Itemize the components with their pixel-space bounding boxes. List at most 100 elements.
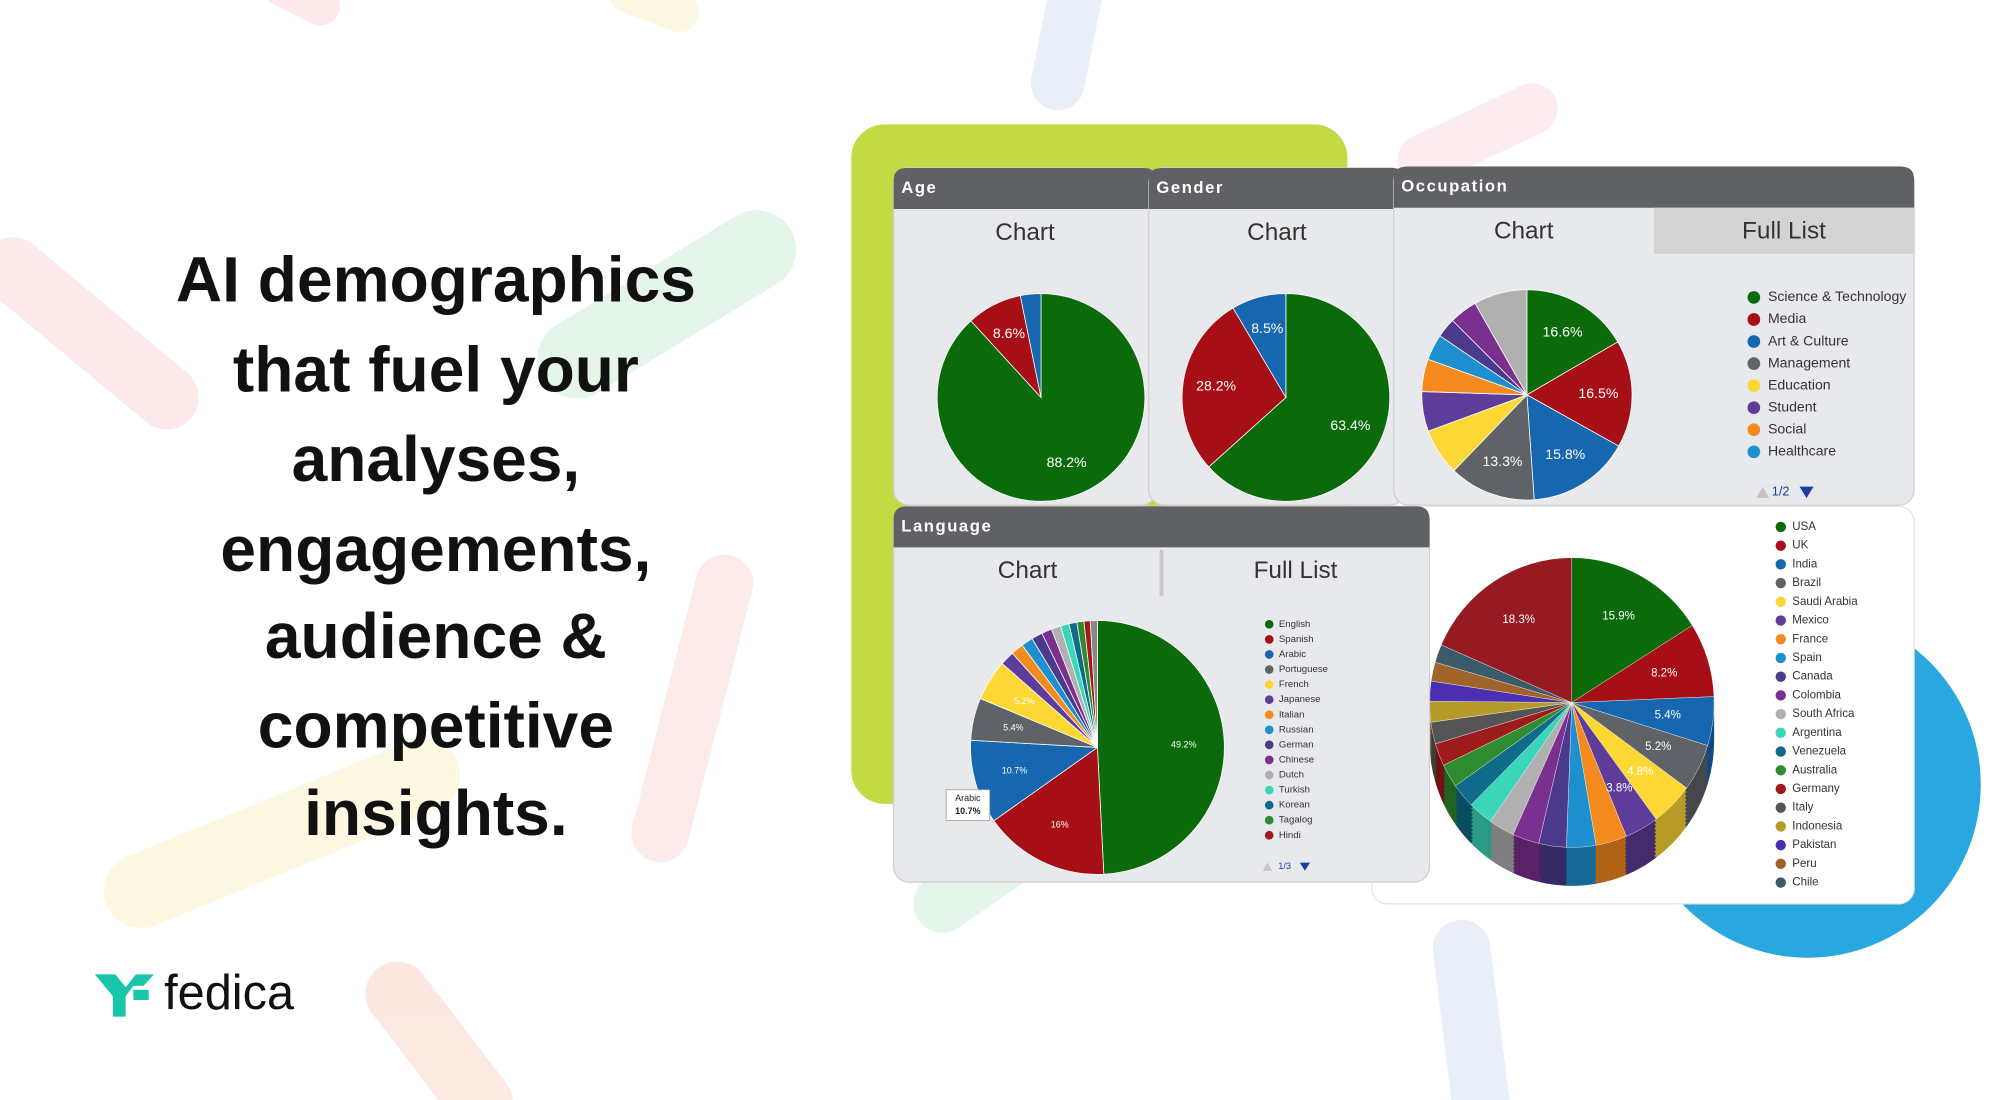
slice-label: 8.2% [1651, 667, 1677, 679]
legend-swatch [1775, 783, 1786, 795]
legend-swatch [1775, 615, 1786, 626]
pie-slice [1526, 341, 1633, 447]
legend-label: English [1279, 619, 1311, 630]
brand: fedica [164, 966, 295, 1020]
legend-swatch [1747, 335, 1761, 348]
pie-slice [1089, 620, 1098, 748]
legend-swatch [1775, 746, 1786, 757]
pie-slice [1097, 620, 1225, 875]
legend-label: Italian [1279, 709, 1305, 720]
legend-swatch [1264, 830, 1274, 840]
legend-label: Germany [1792, 783, 1840, 795]
legend-swatch [1775, 708, 1786, 720]
legend-label: Media [1768, 310, 1807, 326]
legend-swatch [1775, 596, 1786, 607]
chart-panel: Occupation Chart Full List 16.6% 16.5% 15.8% 1… [1392, 166, 1915, 506]
chart-panel: Language Chart Full List 49.2% 16% 10.7% 5.4% 5… [892, 505, 1431, 883]
panel-header [1393, 166, 1915, 208]
legend-label: Art & Culture [1768, 332, 1849, 348]
slice-label: 16% [1051, 819, 1069, 829]
legend-swatch [1747, 379, 1761, 392]
legend-label: Indonesia [1792, 820, 1843, 832]
panel-title: Language [901, 516, 992, 535]
slice-label: 8.6% [993, 325, 1026, 341]
legend-swatch [1775, 765, 1786, 776]
legend-swatch [1747, 401, 1761, 415]
slice-label: 13.3% [1483, 453, 1523, 469]
legend-label: Turkish [1279, 785, 1310, 796]
slice-label: 5.2% [1645, 741, 1671, 753]
slice-label: 15.9% [1602, 610, 1635, 622]
legend-label: France [1792, 633, 1828, 645]
slice-label: 28.2% [1196, 377, 1236, 393]
legend-label: Chile [1792, 877, 1818, 889]
pager-up [1262, 862, 1273, 871]
legend-label: Italy [1792, 802, 1813, 814]
headline-line: that fuel your [233, 333, 639, 405]
slice-label: 8.5% [1251, 320, 1284, 336]
legend-label: Mexico [1792, 615, 1828, 627]
headline-line: engagements, [220, 513, 651, 585]
legend-label: Education [1768, 376, 1831, 392]
charts: 15.9% 8.2% 5.4% 5.2% 4.8% 3.8% 18.3% USA UK India… [892, 166, 1915, 905]
legend-swatch [1264, 665, 1274, 674]
headline-line: audience & [265, 600, 607, 672]
legend-label: Peru [1792, 858, 1816, 870]
legend-swatch [1264, 710, 1274, 720]
tab: Chart [995, 219, 1055, 246]
legend-label: Brazil [1792, 577, 1821, 589]
chart-panel: Gender Chart 63.4% 28.2% 8.5% [1148, 167, 1406, 506]
slice-label: 16.6% [1543, 324, 1583, 340]
legend-swatch [1775, 802, 1786, 813]
legend-swatch [1775, 877, 1786, 888]
slice-label: 88.2% [1047, 454, 1087, 470]
legend-swatch [1747, 423, 1761, 437]
legend-label: Student [1768, 398, 1817, 414]
tab: Chart [1247, 219, 1307, 246]
panel-title: Occupation [1401, 177, 1508, 196]
legend-label: India [1792, 558, 1818, 570]
pie-slice [936, 293, 1146, 502]
legend-swatch [1775, 521, 1786, 533]
pie-slice [1181, 307, 1287, 468]
legend-swatch [1747, 445, 1761, 459]
slice-label: 49.2% [1171, 740, 1196, 750]
pager-down [1799, 486, 1814, 498]
decor [0, 0, 1558, 1100]
pie-slice [1571, 557, 1693, 703]
legend-label: Arabic [1279, 649, 1306, 660]
panel-header [1148, 167, 1406, 209]
legend-label: Social [1768, 420, 1806, 436]
slice-label: 18.3% [1502, 614, 1535, 626]
tab: Full List [1742, 217, 1826, 244]
legend-swatch [1264, 785, 1274, 795]
headline-line: competitive [258, 690, 614, 762]
legend-swatch [1264, 680, 1274, 689]
pie-slice [1526, 394, 1620, 501]
pie-slice [1232, 293, 1287, 399]
legend-label: Tagalog [1279, 815, 1313, 826]
pie-slice [970, 739, 1099, 822]
legend-label: German [1279, 739, 1314, 750]
legend-swatch [1747, 313, 1761, 326]
panel-title: Age [901, 178, 937, 197]
legend-label: Argentina [1792, 727, 1842, 739]
legend-label: Dutch [1279, 770, 1304, 781]
pager: 1/3 [1278, 861, 1291, 871]
legend-label: Spanish [1279, 634, 1314, 645]
slice-label: 5.4% [1655, 709, 1681, 721]
legend-swatch [1264, 725, 1274, 735]
legend-swatch [1264, 635, 1274, 644]
legend-label: Chinese [1279, 754, 1314, 765]
pie-slice [1453, 393, 1535, 501]
panel-header [893, 167, 1157, 209]
legend-label: Canada [1792, 671, 1833, 683]
legend-swatch [1775, 652, 1786, 664]
chart-panel: 15.9% 8.2% 5.4% 5.2% 4.8% 3.8% 18.3% USA UK India… [1371, 505, 1915, 905]
legend-label: Russian [1279, 724, 1314, 735]
pie-slice [1440, 557, 1572, 703]
legend-swatch [1775, 858, 1786, 870]
pie-slice [1208, 293, 1391, 502]
legend-swatch [1775, 727, 1786, 739]
